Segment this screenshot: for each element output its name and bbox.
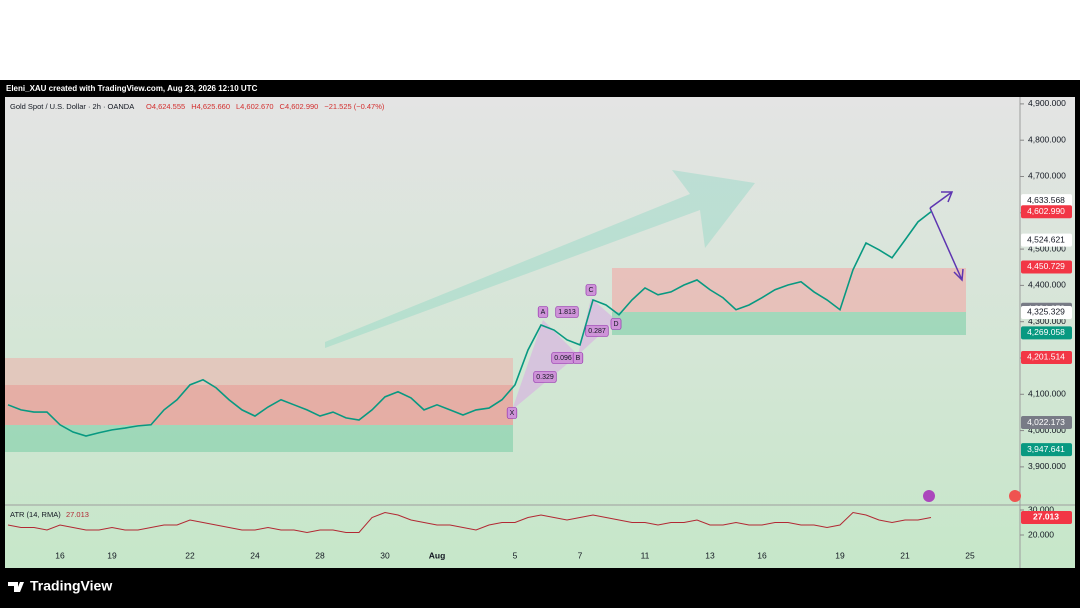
x-tick-label: 7	[578, 550, 583, 560]
harmonic-xab	[512, 320, 578, 410]
ohlc-value: O4,624.555	[146, 102, 185, 111]
x-tick-label: 21	[900, 550, 910, 560]
y-tick-label: 20.000	[1028, 529, 1054, 539]
flag-icon[interactable]	[1009, 490, 1021, 502]
price-label-text: 4,325.329	[1027, 307, 1065, 317]
pattern-label: B	[576, 355, 581, 362]
price-label	[1021, 326, 1072, 340]
x-tick-label: 5	[513, 550, 518, 560]
indicator-price-label	[1021, 510, 1072, 524]
pattern-label-box	[572, 352, 584, 364]
price-label	[1021, 260, 1072, 274]
price-label	[1021, 305, 1072, 319]
supply-zone-core	[5, 385, 513, 425]
price-label-text: 4,633.568	[1027, 195, 1065, 205]
price-label-text: 3,947.641	[1027, 444, 1065, 454]
legend-title: Gold Spot / U.S. Dollar · 2h · OANDA	[10, 102, 134, 111]
brand-logo	[8, 582, 24, 592]
y-tick-label: 30.000	[1028, 504, 1054, 514]
y-tick-label: 4,700.000	[1028, 171, 1066, 181]
x-tick-label: 16	[757, 550, 767, 560]
pattern-label: 1.813	[558, 309, 576, 316]
ohlc-value: L4,602.670	[236, 102, 274, 111]
price-line	[7, 511, 932, 534]
y-tick-label: 4,300.000	[1028, 316, 1066, 326]
x-tick-label: 28	[315, 550, 325, 560]
price-label-text: 4,524.621	[1027, 234, 1065, 244]
y-tick-label: 4,400.000	[1028, 280, 1066, 290]
price-label-text: 4,201.514	[1027, 352, 1065, 362]
pattern-label: C	[588, 287, 593, 294]
price-label-text: 4,602.990	[1027, 206, 1065, 216]
forecast-up-head	[941, 191, 954, 203]
forecast-down	[929, 207, 963, 281]
x-tick-label: 24	[250, 550, 260, 560]
pattern-label: D	[613, 321, 618, 328]
pattern-label: X	[510, 410, 515, 417]
price-label	[1021, 416, 1072, 430]
forecast-down-head	[953, 268, 964, 282]
x-tick-label: 19	[107, 550, 117, 560]
pattern-label-box	[585, 284, 597, 296]
indicator-value: 27.013	[66, 510, 89, 519]
y-tick-label: 4,100.000	[1028, 389, 1066, 399]
trend-arrow	[325, 170, 755, 348]
pattern-label: 0.287	[588, 328, 606, 335]
price-label	[1021, 233, 1072, 247]
y-tick-label: 3,900.000	[1028, 461, 1066, 471]
pattern-label-box	[537, 306, 549, 318]
ohlc-value: −21.525 (−0.47%)	[324, 102, 385, 111]
pattern-label: 0.329	[536, 374, 554, 381]
x-tick-label: Aug	[429, 550, 446, 560]
forecast-up	[929, 191, 953, 209]
x-tick-label: 11	[641, 550, 650, 560]
indicator-price-text: 27.013	[1033, 512, 1059, 522]
pattern-label-box	[610, 318, 622, 330]
x-tick-label: 13	[705, 550, 715, 560]
y-tick-label: 4,000.000	[1028, 425, 1066, 435]
indicator-title: ATR (14, RMA)	[10, 510, 61, 519]
price-line	[7, 211, 932, 437]
attribution: Eleni_XAU created with TradingView.com, …	[6, 84, 258, 93]
pattern-label: A	[541, 309, 546, 316]
y-tick-label: 4,900.000	[1028, 98, 1066, 108]
price-label	[1021, 443, 1072, 457]
ohlc-value: H4,625.660	[191, 102, 230, 111]
price-label	[1021, 205, 1072, 219]
x-tick-label: 16	[55, 550, 65, 560]
price-label-text: 4,269.058	[1027, 327, 1065, 337]
demand-zone	[612, 312, 966, 335]
pattern-label-box	[585, 325, 609, 337]
event-icon[interactable]	[923, 490, 935, 502]
plot: 3,900.0004,000.0004,100.0004,200.0004,30…	[7, 98, 1072, 560]
supply-zone	[612, 268, 966, 312]
price-label	[1021, 350, 1072, 364]
x-tick-label: 19	[835, 550, 845, 560]
x-tick-label: 25	[965, 550, 975, 560]
pattern-label: 0.096	[554, 355, 572, 362]
price-label-text: 4,450.729	[1027, 261, 1065, 271]
x-tick-label: 22	[185, 550, 195, 560]
ohlc-value: C4,602.990	[280, 102, 319, 111]
y-tick-label: 4,800.000	[1028, 134, 1066, 144]
brand: TradingView	[30, 578, 112, 594]
price-label	[1021, 194, 1072, 208]
demand-zone	[5, 425, 513, 452]
pattern-label-box	[555, 306, 579, 318]
pattern-label-box	[506, 407, 518, 419]
pattern-label-box	[533, 371, 557, 383]
x-tick-label: 30	[380, 550, 390, 560]
y-tick-label: 4,500.000	[1028, 243, 1066, 253]
price-label-text: 4,022.173	[1027, 417, 1065, 427]
